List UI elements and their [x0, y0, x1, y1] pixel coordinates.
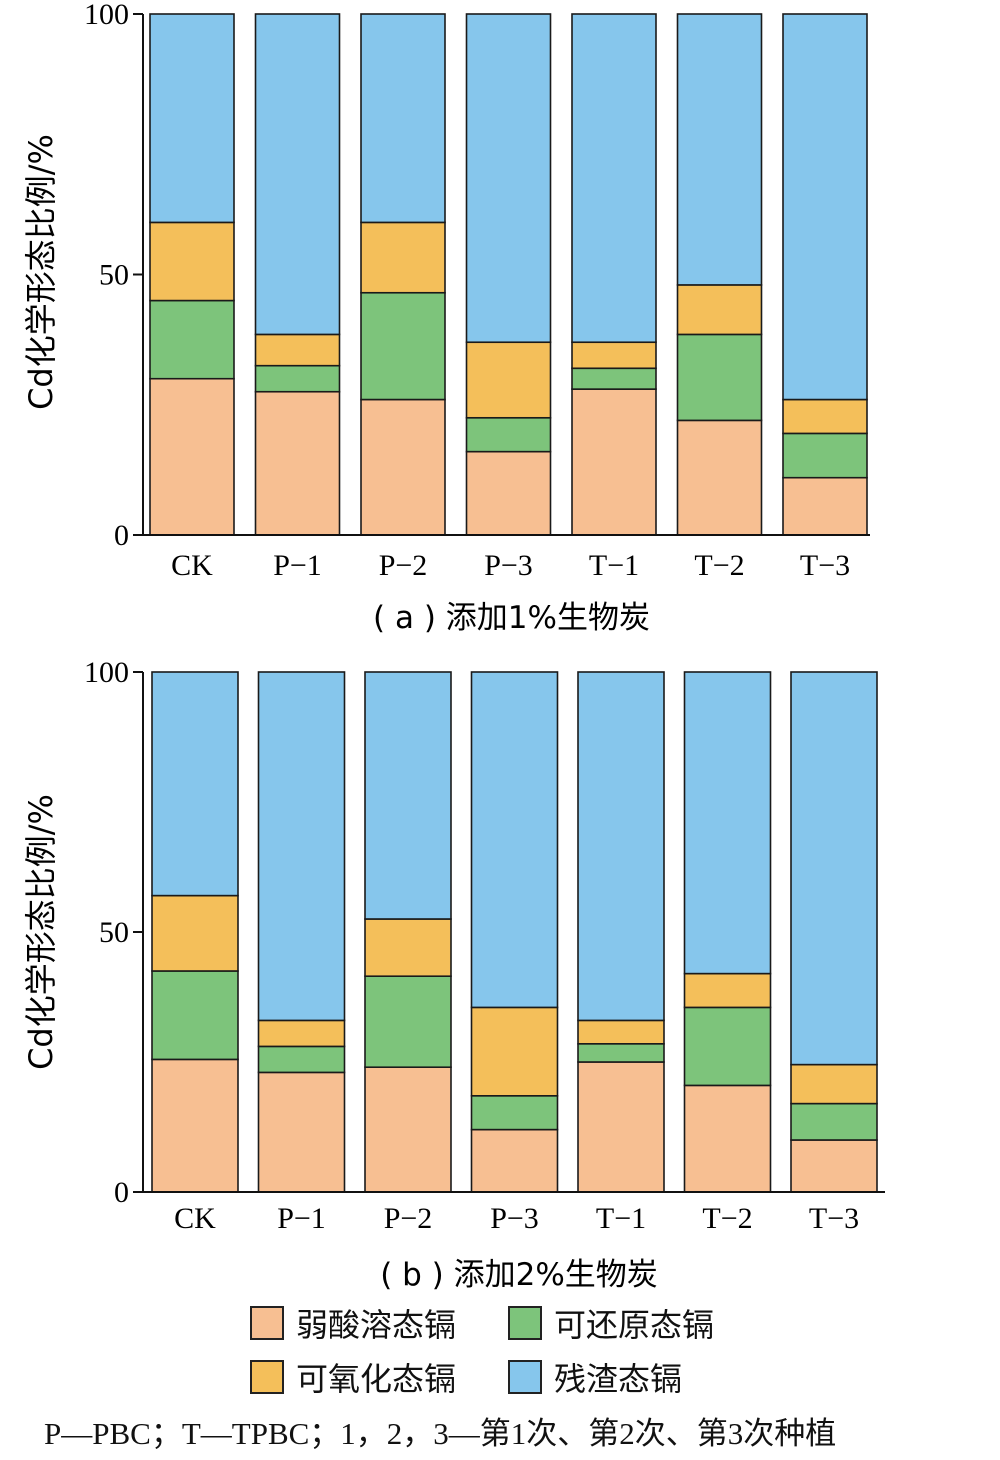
bar-segment	[782, 476, 868, 536]
x-tick-label: P−3	[490, 1202, 539, 1235]
bar-segment	[149, 13, 235, 224]
bar-segment	[577, 1019, 665, 1045]
x-tick-label: T−2	[694, 549, 744, 582]
legend-item-oxidizable: 可氧化态镉	[250, 1354, 508, 1400]
y-axis-label: Cd化学形态比例/%	[22, 794, 60, 1070]
bar-segment	[151, 671, 239, 897]
bar-segment	[790, 1102, 878, 1141]
bar-segment	[577, 1043, 665, 1063]
bar-segment	[364, 975, 452, 1069]
x-tick-label: CK	[171, 549, 213, 582]
bar-segment	[360, 221, 446, 294]
bar-segment	[254, 390, 341, 536]
legend-item-weak-acid: 弱酸溶态镉	[250, 1300, 508, 1346]
bar-segment	[782, 432, 868, 479]
x-tick-label: T−3	[809, 1202, 859, 1235]
y-tick-label: 0	[114, 1176, 129, 1209]
bar-segment	[257, 671, 346, 1022]
bar-segment	[683, 671, 772, 975]
panel-title: ( b ) 添加2%生物炭	[380, 1257, 658, 1293]
bar-segment	[782, 398, 868, 435]
bar-segment	[790, 1139, 878, 1193]
bar-segment	[151, 970, 239, 1061]
bar-segment	[360, 291, 446, 401]
y-tick-label: 50	[99, 259, 129, 292]
bar-segment	[465, 341, 552, 419]
legend-swatch-reducible	[508, 1306, 542, 1340]
x-tick-label: P−2	[379, 549, 428, 582]
legend-label-reducible: 可还原态镉	[554, 1306, 715, 1344]
bar-segment	[364, 918, 452, 978]
bar-segment	[465, 13, 552, 344]
bar-segment	[571, 367, 657, 390]
legend-swatch-residual	[508, 1360, 542, 1394]
y-tick-label: 0	[114, 519, 129, 552]
bar-segment	[149, 221, 235, 302]
figure: CK P−1 P−2 P−3 T−1 T−2 T−3 0 50 100 Cd化学形态比例/% ( a …	[22, 0, 885, 1293]
bar-segment	[683, 972, 772, 1009]
x-tick-label: P−3	[484, 549, 533, 582]
bar-segment	[571, 13, 657, 344]
x-tick-label: T−3	[800, 549, 850, 582]
bar-segment	[360, 13, 446, 224]
legend-swatch-weak-acid	[250, 1306, 284, 1340]
panel-b: CK P−1 P−2 P−3 T−1 T−2 T−3 0 50 100 Cd化学形态比例/% ( b …	[22, 656, 885, 1293]
legend: 弱酸溶态镉 可还原态镉 可氧化态镉 残渣态镉	[250, 1302, 810, 1410]
bar-segment	[254, 13, 341, 336]
bar-segment	[254, 364, 341, 393]
bar-segment	[465, 416, 552, 453]
legend-row: 弱酸溶态镉 可还原态镉	[250, 1302, 810, 1344]
bar-segment	[571, 388, 657, 536]
bar-segment	[676, 333, 763, 422]
bar-segment	[790, 1063, 878, 1105]
legend-item-reducible: 可还原态镉	[508, 1300, 766, 1346]
y-axis-label: Cd化学形态比例/%	[22, 134, 60, 410]
bar-segment	[149, 377, 235, 536]
bar-segment	[364, 671, 452, 920]
y-tick-label: 100	[84, 656, 129, 689]
bar-segment	[360, 398, 446, 536]
legend-row: 可氧化态镉 残渣态镉	[250, 1356, 810, 1398]
bar-segment	[577, 1061, 665, 1193]
x-tick-label: P−1	[277, 1202, 326, 1235]
panel-a: CK P−1 P−2 P−3 T−1 T−2 T−3 0 50 100 Cd化学形态比例/% ( a …	[22, 0, 870, 636]
legend-label-oxidizable: 可氧化态镉	[296, 1360, 457, 1398]
bar-segment	[676, 13, 763, 286]
bar-segment	[676, 419, 763, 536]
bar-segment	[257, 1071, 346, 1193]
bar-segment	[470, 1095, 559, 1131]
bar-segment	[257, 1019, 346, 1048]
bar-segment	[470, 1128, 559, 1193]
x-tick-label: CK	[174, 1202, 216, 1235]
legend-item-residual: 残渣态镉	[508, 1354, 766, 1400]
bar-segment	[151, 894, 239, 972]
x-tick-label: T−2	[702, 1202, 752, 1235]
bar-segment	[676, 284, 763, 336]
legend-swatch-oxidizable	[250, 1360, 284, 1394]
bar-segment	[470, 671, 559, 1009]
bar-segment	[151, 1058, 239, 1193]
bar-segment	[254, 333, 341, 367]
x-tick-label: P−2	[384, 1202, 433, 1235]
legend-label-weak-acid: 弱酸溶态镉	[296, 1306, 457, 1344]
legend-label-residual: 残渣态镉	[554, 1360, 683, 1398]
bar-segment	[465, 450, 552, 536]
bar-segment	[790, 671, 878, 1066]
bar-segment	[257, 1045, 346, 1074]
bar-segment	[470, 1006, 559, 1097]
bar-segment	[149, 299, 235, 380]
y-tick-label: 50	[99, 916, 129, 949]
bar-segment	[364, 1066, 452, 1193]
bar-segment	[782, 13, 868, 401]
bar-segment	[683, 1084, 772, 1193]
panel-title: ( a ) 添加1%生物炭	[373, 600, 650, 636]
x-tick-label: P−1	[273, 549, 322, 582]
x-tick-label: T−1	[589, 549, 639, 582]
bar-segment	[577, 671, 665, 1022]
x-tick-label: T−1	[596, 1202, 646, 1235]
footnote: P—PBC；T—TPBC；1，2，3—第1次、第2次、第3次种植	[44, 1416, 837, 1451]
y-tick-label: 100	[84, 0, 129, 31]
bar-segment	[683, 1006, 772, 1087]
bar-segment	[571, 341, 657, 370]
